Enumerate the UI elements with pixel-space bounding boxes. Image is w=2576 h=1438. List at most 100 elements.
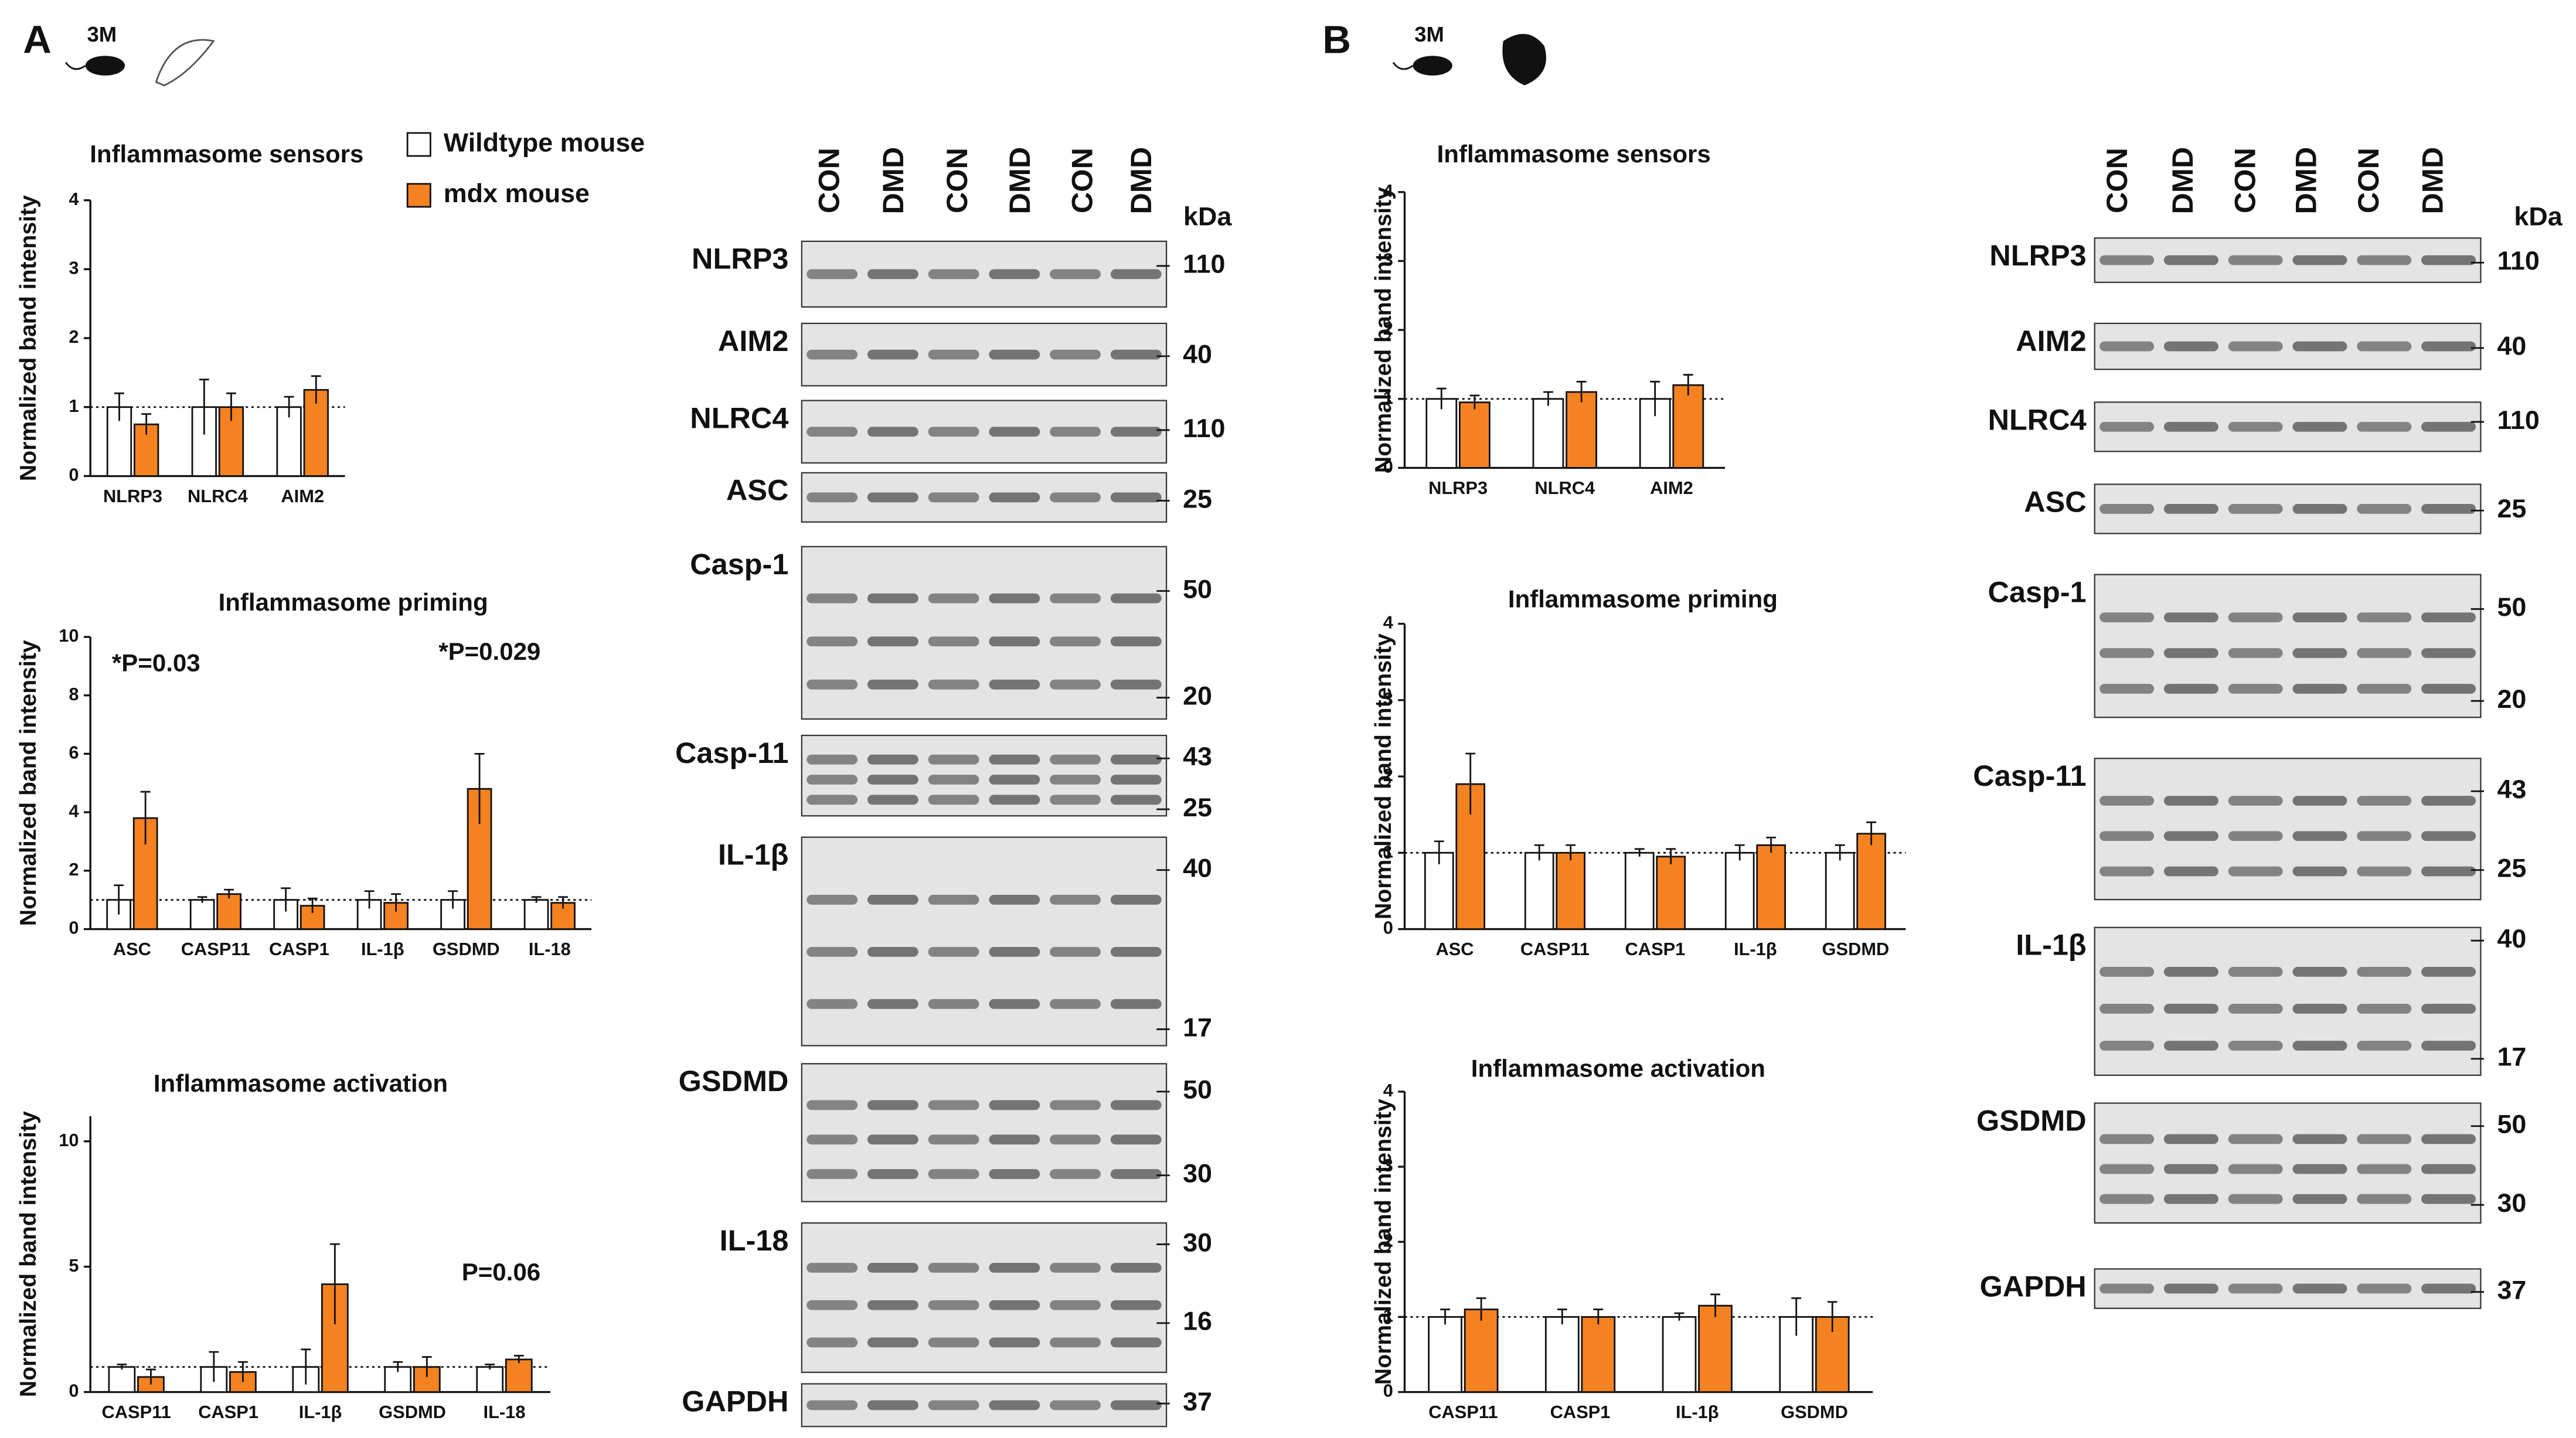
blot-band (867, 593, 918, 604)
blot-band (807, 349, 858, 360)
error-bar (421, 1356, 432, 1377)
blot-band (1050, 1400, 1101, 1410)
blot-label: AIM2 (718, 324, 789, 357)
blot-band (2292, 866, 2347, 877)
blot-band (2357, 612, 2412, 622)
blot-band (989, 593, 1040, 604)
marker-label: 50 (2497, 592, 2526, 622)
blot-band (867, 636, 918, 647)
blot-band (2292, 341, 2347, 352)
blot-band (2357, 1041, 2412, 1051)
blot-band (1110, 1263, 1162, 1273)
blot-band (867, 1100, 918, 1110)
panel-label: A (23, 18, 52, 62)
blot (801, 400, 1168, 464)
blot-band (989, 636, 1040, 647)
blot-band (867, 1337, 918, 1348)
y-tick-label: 4 (1383, 180, 1393, 201)
unit-label: kDa (1183, 201, 1232, 231)
marker-label: 30 (1183, 1227, 1212, 1257)
blot-band (2292, 831, 2347, 841)
blot-band (807, 1300, 858, 1310)
blot-band (867, 269, 918, 280)
error-bar (1534, 844, 1544, 861)
y-axis-label: Normalized band intensity (1370, 1099, 1396, 1385)
error-bar (1593, 1308, 1604, 1325)
y-tick-label: 1 (1383, 387, 1393, 408)
bar (189, 899, 215, 930)
legend-label: Wildtype mouse (444, 127, 645, 157)
bar (1524, 851, 1554, 930)
error-bar (1566, 844, 1576, 861)
blot-band (1110, 946, 1162, 957)
blot-band (1050, 1134, 1101, 1145)
y-tick-label: 2 (1383, 765, 1393, 785)
blot-band (989, 1100, 1040, 1110)
blot-band (928, 492, 979, 503)
blot-band (928, 679, 979, 690)
x-tick-label: CASP11 (1520, 939, 1590, 959)
blot-band (2163, 866, 2218, 877)
y-tick-label: 0 (1383, 1381, 1393, 1401)
marker-label: 50 (2497, 1109, 2526, 1139)
error-bar (1827, 1301, 1837, 1333)
error-bar (1766, 836, 1777, 853)
chart-title: Inflammasome sensors (1437, 140, 1711, 168)
blot-band (2292, 504, 2347, 514)
blot-band (2228, 1164, 2283, 1174)
blot-band (1050, 349, 1101, 360)
blot-band (1110, 895, 1162, 905)
blot-band (2421, 1164, 2476, 1174)
blot (801, 1222, 1168, 1374)
y-tick-label: 4 (69, 800, 79, 821)
blot-label: AIM2 (2016, 324, 2087, 357)
blot-band (1050, 775, 1101, 785)
blot-band (2163, 612, 2218, 622)
error-bar (393, 1361, 403, 1372)
error-bar (1683, 374, 1693, 396)
bar (1464, 1308, 1499, 1393)
marker-label: 110 (1183, 413, 1225, 443)
blot-band (2292, 1134, 2347, 1144)
y-tick-label: 0 (1383, 456, 1393, 477)
chart-title: Inflammasome sensors (90, 140, 363, 168)
bar (1825, 851, 1855, 930)
blot-band (867, 679, 918, 690)
blot-band (2228, 831, 2283, 841)
blot-band (807, 427, 858, 437)
annotation: *P=0.03 (112, 649, 200, 677)
blot-band (1050, 946, 1101, 957)
blot-band (2099, 1004, 2155, 1014)
bar (523, 899, 549, 930)
blot-label: NLRP3 (1989, 238, 2086, 272)
blot-band (2163, 1194, 2218, 1204)
lane-label: DMD (1124, 147, 1158, 214)
error-bar (117, 1364, 127, 1370)
blot-band (807, 946, 858, 957)
error-bar (1576, 380, 1587, 403)
blot-band (1110, 427, 1162, 437)
error-bar (237, 1361, 248, 1382)
x-tick-label: GSDMD (1822, 939, 1890, 959)
blot-band (2357, 684, 2412, 694)
y-axis-label: Normalized band intensity (1370, 633, 1396, 919)
blot-label: NLRC4 (690, 401, 788, 434)
error-bar (1866, 821, 1877, 846)
blot-band (2292, 1283, 2347, 1294)
error-bar (391, 893, 401, 912)
error-bar (199, 379, 209, 435)
blot-band (1050, 1100, 1101, 1110)
blot-band (2357, 967, 2412, 977)
marker-label: 40 (1183, 853, 1212, 883)
blot-band (928, 795, 979, 805)
annotation: P=0.06 (462, 1258, 540, 1286)
blot-band (989, 349, 1040, 360)
y-tick-label: 0 (69, 918, 79, 938)
x-tick-label: CASP1 (1550, 1402, 1611, 1422)
y-tick-label: 3 (1383, 250, 1393, 270)
blot (2094, 401, 2482, 452)
marker-label: 20 (1183, 680, 1212, 710)
blot-band (989, 1400, 1040, 1410)
blot-band (2163, 341, 2218, 352)
blot-band (807, 795, 858, 805)
